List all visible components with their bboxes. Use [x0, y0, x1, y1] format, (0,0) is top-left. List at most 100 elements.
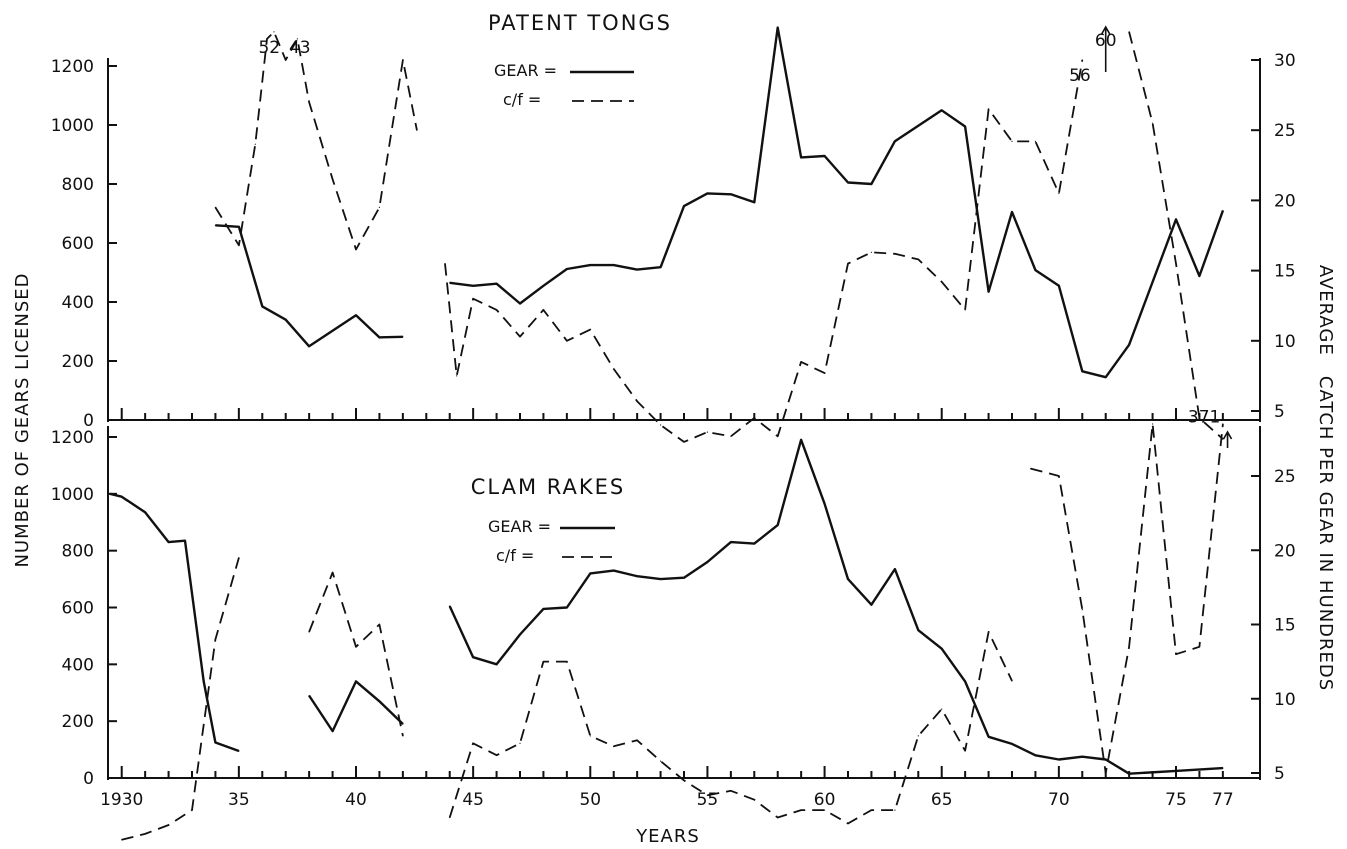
- cf-data-point: [1105, 772, 1107, 774]
- gear-data-point: [636, 269, 638, 271]
- gear-series-line: [308, 680, 404, 733]
- cf-data-point: [660, 760, 662, 762]
- gear-data-point: [402, 723, 404, 725]
- gear-data-point: [988, 291, 990, 293]
- cf-data-point: [894, 809, 896, 811]
- y-left-tick-label: 1000: [51, 116, 94, 136]
- cf-series-line: [121, 557, 240, 841]
- cf-data-point: [706, 794, 709, 796]
- y-left-axis-title: NUMBER OF GEARS LICENSED: [12, 272, 33, 567]
- cf-series-line: [444, 59, 1084, 443]
- gear-data-point: [870, 604, 873, 606]
- axes: [107, 58, 1261, 780]
- gear-data-point: [308, 345, 310, 347]
- cf-data-point: [144, 833, 146, 835]
- gear-data-point: [1105, 376, 1107, 378]
- cf-data-point: [730, 435, 732, 437]
- gear-data-point: [355, 680, 357, 683]
- cf-data-point: [214, 638, 216, 641]
- cf-data-point: [683, 779, 685, 782]
- cf-series-line: [448, 631, 1013, 825]
- y-right-tick-label: 20: [1274, 191, 1296, 211]
- cf-data-point: [660, 424, 662, 426]
- y-right-tick-label: 25: [1274, 121, 1296, 141]
- gear-data-point: [683, 577, 685, 579]
- gear-data-point: [144, 511, 146, 513]
- gear-data-point: [941, 648, 943, 650]
- gear-data-point: [519, 633, 521, 636]
- cf-data-point: [273, 31, 275, 33]
- cf-data-point: [870, 809, 873, 811]
- y-right-tick-label: 10: [1274, 332, 1296, 352]
- gear-data-point: [1011, 743, 1013, 745]
- gear-data-point: [109, 493, 111, 495]
- y-right-tick-label: 15: [1274, 262, 1296, 282]
- gear-data-point: [472, 656, 474, 658]
- cf-data-point: [519, 742, 521, 744]
- gear-data-point: [1034, 269, 1036, 271]
- gear-data-point: [542, 285, 545, 287]
- cf-data-point: [1198, 646, 1200, 648]
- offscale-annotation: 60: [1095, 31, 1117, 51]
- y-left-tick-label: 1200: [51, 428, 94, 448]
- gear-series-line: [215, 224, 403, 348]
- gear-data-point: [964, 680, 966, 683]
- cf-data-point: [847, 263, 849, 265]
- gear-data-point: [1128, 773, 1130, 775]
- gear-data-point: [660, 578, 662, 580]
- x-tick-label: 55: [697, 790, 719, 810]
- gear-data-point: [636, 575, 638, 577]
- y-right-tick-label: 5: [1274, 402, 1285, 422]
- cf-data-point: [613, 745, 615, 747]
- cf-data-point: [472, 742, 474, 744]
- cf-data-point: [894, 253, 896, 255]
- cf-data-point: [121, 839, 123, 841]
- x-tick-label: 1930: [100, 790, 143, 810]
- cf-data-point: [988, 631, 990, 633]
- gear-data-point: [847, 181, 849, 184]
- bottom-legend-gear-label: GEAR =: [488, 517, 551, 536]
- y-left-tick-label: 200: [62, 712, 94, 732]
- gear-data-point: [1011, 211, 1013, 213]
- cf-data-point: [1058, 475, 1060, 477]
- cf-data-point: [589, 735, 591, 737]
- gear-data-point: [378, 336, 380, 338]
- y-right-tick-label: 30: [1274, 51, 1296, 71]
- cf-data-point: [636, 400, 638, 402]
- y-right-tick-label: 15: [1274, 616, 1296, 636]
- cf-data-point: [964, 750, 966, 752]
- cf-data-point: [355, 248, 357, 251]
- cf-data-point: [1128, 646, 1130, 648]
- gear-data-point: [519, 302, 521, 305]
- offscale-annotation: 371: [1188, 408, 1220, 428]
- cf-data-point: [472, 298, 474, 300]
- gear-data-point: [285, 319, 287, 321]
- top-legend-gear-label: GEAR =: [494, 61, 557, 80]
- y-left-tick-label: 0: [83, 769, 94, 789]
- cf-data-point: [519, 336, 521, 338]
- gear-data-point: [496, 283, 498, 285]
- cf-data-point: [238, 557, 240, 559]
- y-left-tick-label: 200: [62, 352, 94, 372]
- gear-data-point: [1222, 767, 1224, 769]
- y-left-tick-label: 800: [62, 542, 94, 562]
- cf-data-point: [988, 108, 990, 110]
- cf-data-point: [753, 417, 755, 419]
- cf-data-point: [416, 129, 418, 131]
- cf-data-point: [917, 258, 919, 260]
- x-tick-label: 45: [462, 790, 484, 810]
- cf-data-point: [355, 646, 357, 648]
- cf-data-point: [941, 708, 943, 710]
- gear-data-point: [449, 282, 451, 284]
- gear-data-point: [168, 541, 170, 543]
- cf-data-point: [444, 263, 446, 265]
- x-tick-label: 65: [931, 790, 953, 810]
- gear-data-point: [332, 730, 334, 732]
- cf-data-point: [1058, 192, 1060, 194]
- y-left-tick-label: 600: [62, 234, 94, 254]
- gear-data-point: [941, 109, 943, 111]
- cf-data-point: [706, 431, 709, 433]
- x-tick-label: 50: [579, 790, 601, 810]
- cf-data-point: [456, 375, 458, 377]
